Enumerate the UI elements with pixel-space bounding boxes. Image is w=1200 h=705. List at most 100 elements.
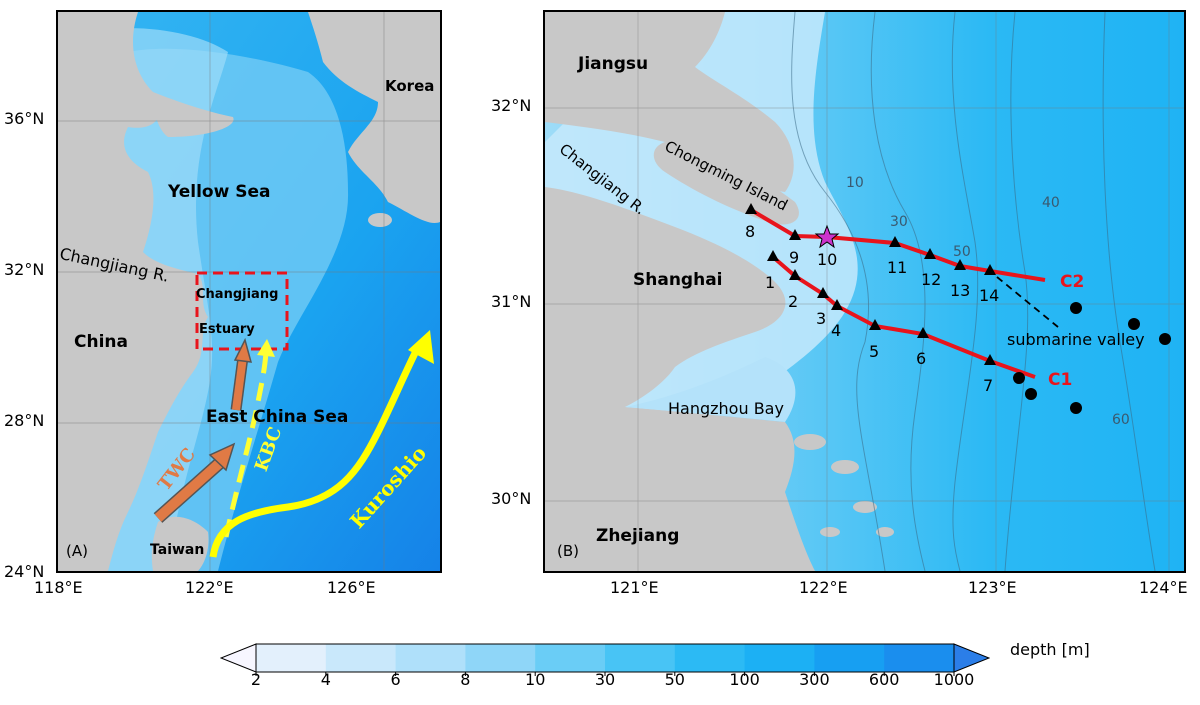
station-label: 5 [869, 342, 880, 361]
station-marker [789, 229, 801, 240]
map-panel-b: Jiangsu Chongming Island Changjiang R. S… [543, 10, 1186, 573]
colorbar-segment [814, 644, 885, 672]
station-marker [984, 354, 996, 365]
station-label: 6 [916, 349, 927, 368]
colorbar-segment [395, 644, 466, 672]
station-label: 1 [765, 273, 776, 292]
station-circle [1159, 333, 1171, 345]
contour-label: 10 [846, 175, 864, 191]
contour-label: 50 [953, 244, 971, 260]
colorbar-tick-label: 8 [460, 670, 471, 689]
korea-land [308, 12, 440, 223]
colorbar-segment [256, 644, 327, 672]
label-korea: Korea [385, 77, 435, 95]
depth-colorbar: 2 4 6 8 10 30 50 100 300 600 1000 [220, 640, 990, 700]
hangzhou-bay-water [625, 357, 796, 422]
colorbar-tick-label: 300 [799, 670, 830, 689]
colorbar-tick-label: 6 [390, 670, 401, 689]
station-marker [831, 299, 843, 310]
station-marker [924, 248, 936, 259]
label-submarine-valley: submarine valley [1007, 330, 1145, 349]
panel-a-label: (A) [66, 542, 88, 560]
kbc-arrow [223, 339, 275, 538]
colorbar-tick-label: 2 [250, 670, 262, 689]
station-marker [869, 319, 881, 330]
panel-a-lat-tick: 36°N [4, 109, 45, 128]
submarine-valley-line [996, 276, 1059, 328]
shanghai-zhejiang-land [545, 187, 815, 571]
label-shanghai: Shanghai [633, 270, 723, 290]
colorbar-max-tip [953, 643, 990, 673]
twc-arrow [153, 442, 236, 523]
colorbar-segment [744, 644, 815, 672]
station-circle [1070, 402, 1082, 414]
contour-label: 60 [1112, 412, 1130, 428]
twc-arrow-2 [230, 337, 253, 411]
station-circle [1070, 302, 1082, 314]
station-label: 9 [789, 248, 800, 267]
contour-label: 40 [1042, 195, 1060, 211]
panel-b-map [545, 12, 1184, 571]
colorbar-tick-label: 10 [525, 670, 546, 689]
colorbar-tick-label: 1000 [933, 670, 975, 689]
station-circle [1128, 318, 1140, 330]
colorbar-min-tip [220, 643, 257, 673]
station-label: 4 [831, 321, 842, 340]
colorbar-segment [465, 644, 536, 672]
label-estuary: Estuary [199, 322, 255, 337]
map-panel-a: Korea Yellow Sea Changjiang R. China Cha… [56, 10, 442, 573]
panel-b-label: (B) [557, 542, 579, 560]
circle-stations [1013, 302, 1171, 414]
station-marker [745, 203, 757, 214]
station-label: 12 [921, 270, 942, 289]
colorbar-segment [605, 644, 676, 672]
label-jiangsu: Jiangsu [578, 54, 649, 74]
panel-a-lon-tick: 118°E [34, 578, 83, 597]
station-label: 14 [979, 286, 1000, 305]
colorbar-bar [220, 643, 990, 676]
panel-b-lat-tick: 31°N [491, 292, 532, 311]
label-hangzhou-bay: Hangzhou Bay [668, 399, 784, 418]
station-triangles [745, 203, 996, 365]
station-marker [817, 287, 829, 298]
station-marker [889, 236, 901, 247]
colorbar-segment [535, 644, 606, 672]
station-label: 7 [983, 376, 994, 395]
panel-a-lon-tick: 126°E [327, 578, 376, 597]
station-marker [789, 269, 801, 280]
panel-b-lon-tick: 121°E [610, 578, 659, 597]
kuroshio-arrow [209, 330, 434, 558]
chongming-island [653, 142, 799, 225]
station-label: 2 [788, 292, 799, 311]
label-china: China [74, 332, 128, 352]
station-marker [954, 259, 966, 270]
colorbar-title: depth [m] [1010, 640, 1090, 659]
label-zhejiang: Zhejiang [596, 526, 680, 546]
china-land [58, 12, 208, 571]
station-circle [1025, 388, 1037, 400]
station-circle [1013, 372, 1025, 384]
panel-b-lon-tick: 124°E [1139, 578, 1188, 597]
label-transect-c1: C1 [1048, 370, 1073, 390]
label-yellow-sea: Yellow Sea [168, 182, 271, 202]
label-changjiang: Changjiang [196, 287, 279, 302]
star-station [814, 224, 840, 249]
station-label: 10 [817, 250, 838, 269]
panel-a-lon-tick: 122°E [185, 578, 234, 597]
panel-b-lat-tick: 30°N [491, 489, 532, 508]
contour-label: 30 [890, 214, 908, 230]
label-taiwan: Taiwan [150, 542, 205, 558]
colorbar-tick-label: 50 [664, 670, 685, 689]
colorbar-tick-label: 100 [729, 670, 760, 689]
colorbar-segment [884, 644, 955, 672]
zhoushan-islands [794, 434, 894, 537]
shandong-land [153, 92, 234, 137]
panel-a-map [58, 12, 440, 571]
station-label: 13 [950, 281, 971, 300]
panel-b-lat-tick: 32°N [491, 96, 532, 115]
grid-lines [545, 12, 1184, 571]
station-label: 3 [816, 309, 827, 328]
station-marker [767, 250, 779, 261]
jeju-island [368, 213, 392, 227]
panel-b-lon-tick: 122°E [799, 578, 848, 597]
